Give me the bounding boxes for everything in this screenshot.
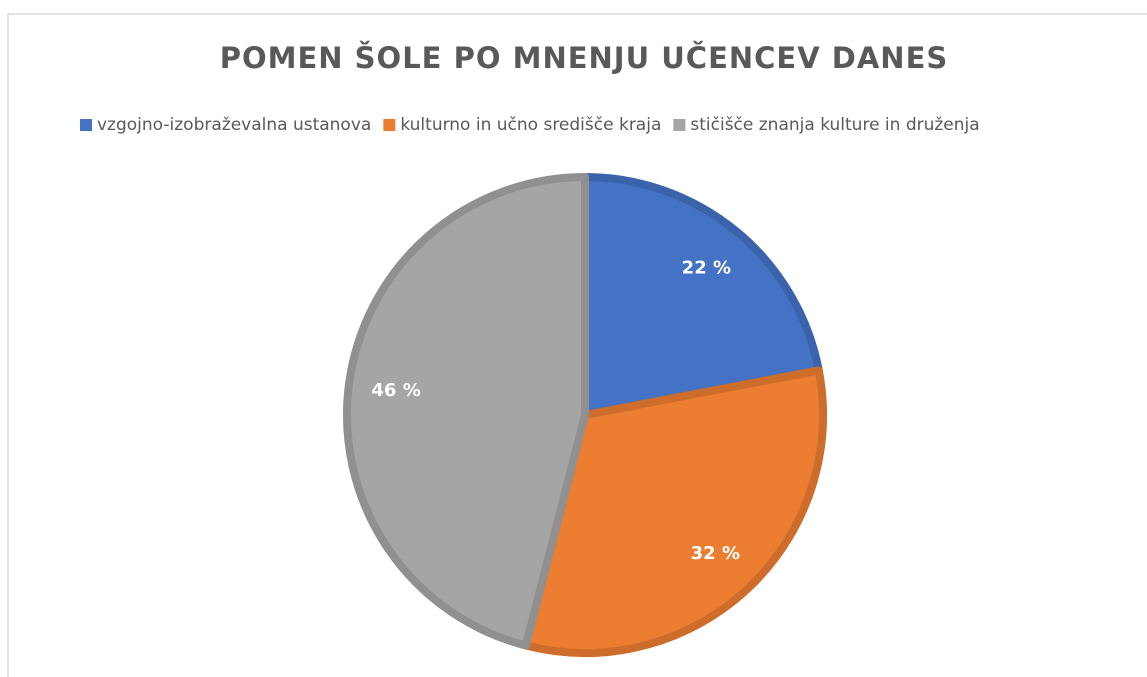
chart-title: POMEN ŠOLE PO MNENJU UČENCEV DANES [220,41,949,75]
legend-swatch [673,119,686,131]
data-label: 22 % [682,257,731,278]
legend-label: vzgojno-izobraževalna ustanova [97,115,371,135]
legend-label: kulturno in učno središče kraja [400,115,661,135]
pie-slice [521,366,827,657]
data-label: 32 % [691,543,740,564]
legend-swatch [383,119,396,131]
legend-label: stičišče znanja kulture in druženja [690,115,979,135]
data-label: 46 % [371,380,420,401]
legend-swatch [80,119,92,131]
pie-slice [343,173,589,650]
pie-slice [581,173,823,419]
